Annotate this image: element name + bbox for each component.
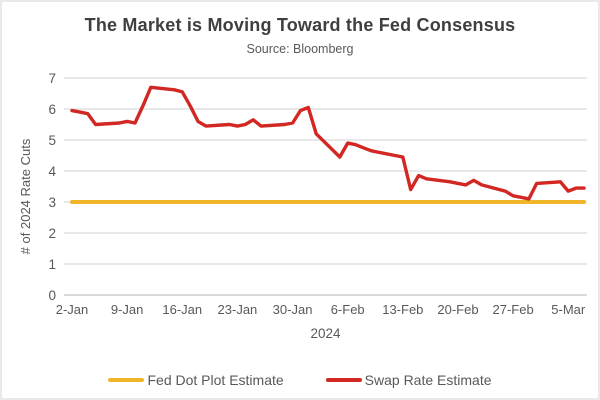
chart-subtitle: Source: Bloomberg xyxy=(246,42,354,56)
x-axis-title: 2024 xyxy=(310,326,341,341)
x-tick-label: 9-Jan xyxy=(111,302,144,317)
legend-label-swap-rate: Swap Rate Estimate xyxy=(364,372,492,388)
x-tick-label: 27-Feb xyxy=(493,302,534,317)
legend-label-fed-dot-plot: Fed Dot Plot Estimate xyxy=(147,372,284,388)
chart-title: The Market is Moving Toward the Fed Cons… xyxy=(84,15,516,35)
y-axis-title: # of 2024 Rate Cuts xyxy=(18,138,33,254)
y-tick-label: 1 xyxy=(48,257,56,272)
legend-item-fed-dot-plot: Fed Dot Plot Estimate xyxy=(108,372,284,388)
x-tick-label: 23-Jan xyxy=(218,302,258,317)
swap-rate-line xyxy=(70,85,586,201)
x-tick-label: 30-Jan xyxy=(273,302,313,317)
y-tick-label: 4 xyxy=(48,164,56,179)
y-tick-label: 6 xyxy=(48,102,56,117)
x-tick-label: 16-Jan xyxy=(162,302,202,317)
y-tick-label: 5 xyxy=(48,133,56,148)
y-tick-label: 2 xyxy=(48,226,56,241)
x-tick-label: 20-Feb xyxy=(437,302,478,317)
fed-dot-plot-line-swatch xyxy=(108,378,145,382)
x-tick-label: 2-Jan xyxy=(56,302,89,317)
y-tick-label: 0 xyxy=(48,288,56,303)
x-tick-label: 6-Feb xyxy=(331,302,365,317)
y-tick-label: 3 xyxy=(48,195,56,210)
y-tick-label: 7 xyxy=(48,71,56,86)
legend-item-swap-rate: Swap Rate Estimate xyxy=(325,372,492,388)
x-tick-label: 13-Feb xyxy=(382,302,423,317)
swap-rate-line-swatch xyxy=(325,378,362,382)
legend: Fed Dot Plot Estimate Swap Rate Estimate xyxy=(2,372,598,388)
x-tick-label: 5-Mar xyxy=(551,302,586,317)
